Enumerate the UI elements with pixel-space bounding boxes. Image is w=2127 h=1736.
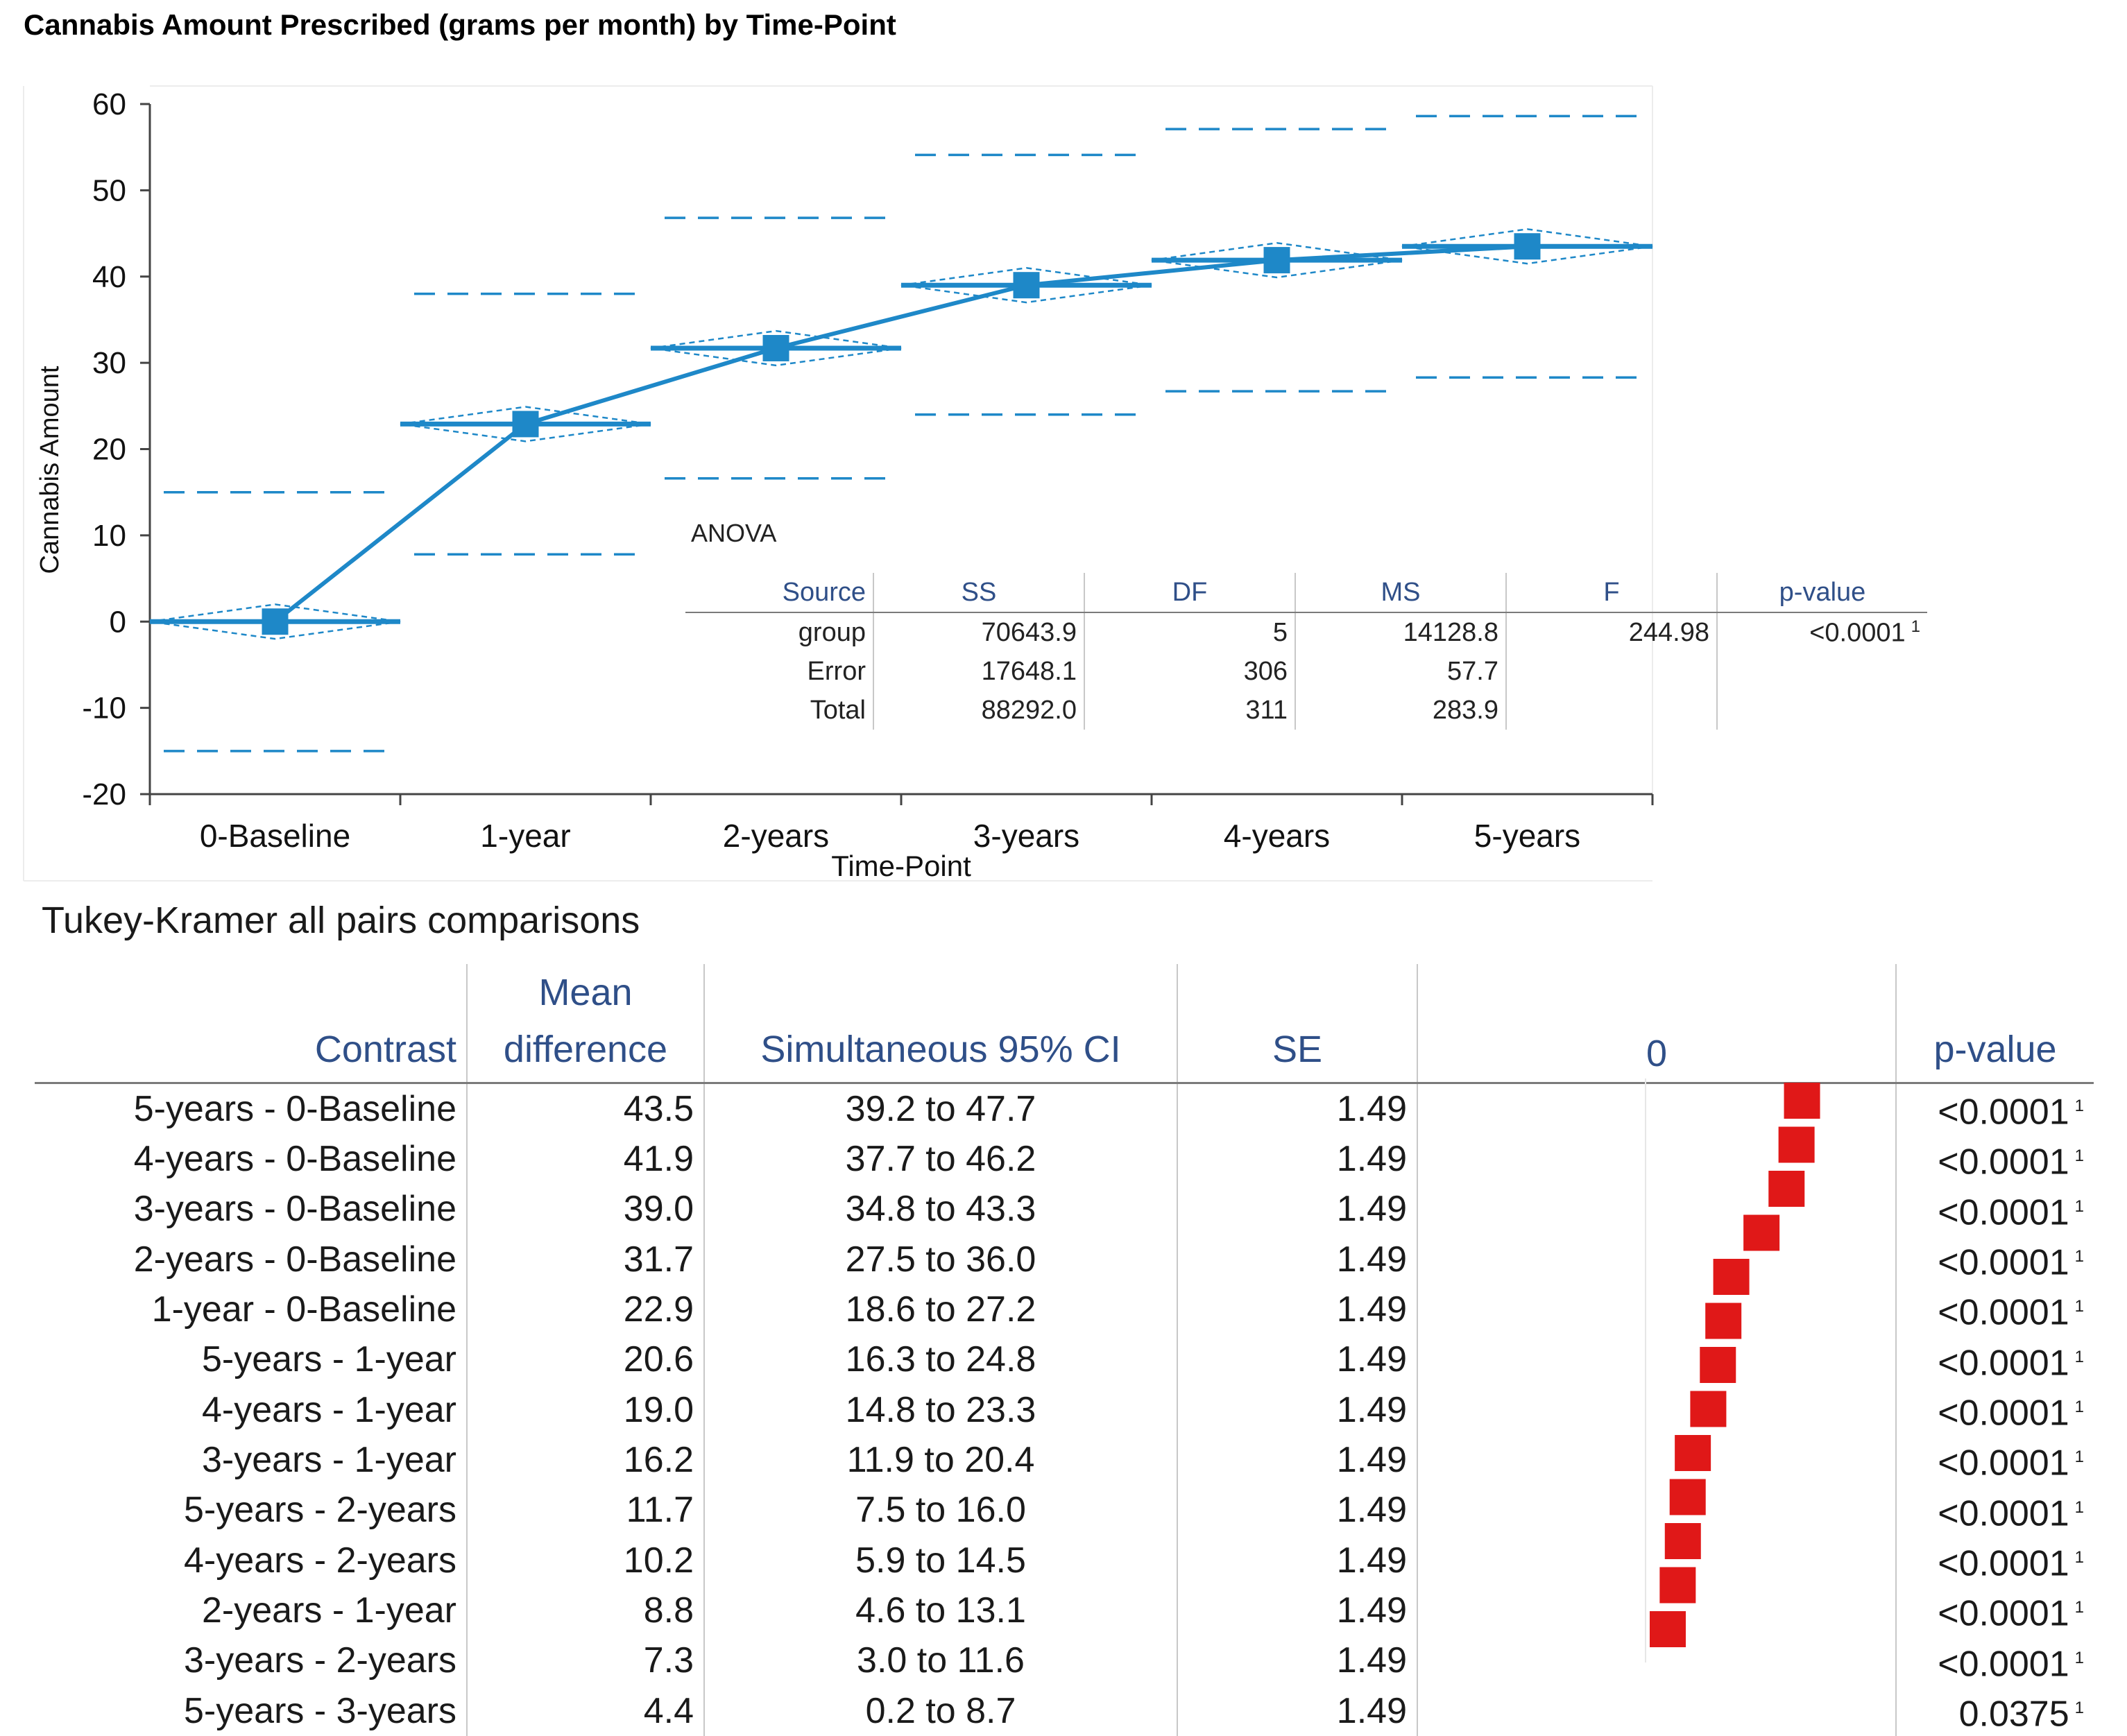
anova-label: ANOVA (691, 519, 776, 548)
tukey-marker-plot (0, 1078, 2127, 1662)
anova-header-ss: SS (873, 573, 1084, 612)
y-tick-label: 50 (92, 173, 126, 207)
anova-header-ms: MS (1295, 573, 1506, 612)
anova-pvalue: <0.0001 1 (1717, 612, 1927, 652)
y-tick-label: -10 (82, 691, 126, 725)
anova-ms: 14128.8 (1295, 612, 1506, 652)
tukey-mean-marker (1650, 1611, 1686, 1647)
y-tick-label: -20 (82, 777, 126, 811)
anova-pvalue-text: <0.0001 (1809, 618, 1905, 647)
x-tick-label: 1-year (480, 818, 570, 854)
anova-source: group (685, 612, 873, 652)
x-tick-label: 3-years (973, 818, 1079, 854)
anova-source: Error (685, 652, 873, 691)
tukey-pvalue-text: 0.0375 (1959, 1694, 2069, 1734)
x-tick-label: 5-years (1474, 818, 1580, 854)
anova-header-df: DF (1084, 573, 1295, 612)
tukey-plot-cell (1417, 1686, 1896, 1736)
tukey-header-zero: 0 (1417, 964, 1896, 1083)
y-tick-label: 60 (92, 87, 126, 121)
tukey-header-ci: Simultaneous 95% CI (704, 964, 1177, 1083)
mean-marker (1014, 272, 1040, 298)
tukey-header-row: Contrast Mean difference Simultaneous 95%… (35, 964, 2094, 1083)
mean-marker (1514, 233, 1541, 259)
x-tick-label: 4-years (1224, 818, 1330, 854)
anova-table: Source SS DF MS F p-value group 70643.9 … (685, 573, 1927, 730)
anova-row: Error 17648.1 306 57.7 (685, 652, 1927, 691)
anova-pvalue (1717, 652, 1927, 691)
x-tick-label: 2-years (723, 818, 829, 854)
tukey-title: Tukey-Kramer all pairs comparisons (42, 899, 640, 942)
y-tick-label: 0 (110, 605, 126, 639)
tukey-header-mean-line1: Mean (538, 972, 632, 1013)
tukey-se: 1.49 (1177, 1686, 1417, 1736)
tukey-header-pvalue: p-value (1896, 964, 2094, 1083)
anova-f (1506, 691, 1717, 730)
tukey-mean-marker (1784, 1083, 1820, 1119)
anova-header-pvalue: p-value (1717, 573, 1927, 612)
tukey-mean-diff: 4.4 (467, 1686, 704, 1736)
anova-ss: 70643.9 (873, 612, 1084, 652)
anova-ss: 88292.0 (873, 691, 1084, 730)
tukey-mean-marker (1779, 1127, 1815, 1163)
tukey-mean-marker (1659, 1567, 1695, 1604)
anova-df: 311 (1084, 691, 1295, 730)
anova-df: 5 (1084, 612, 1295, 652)
x-axis-label: Time-Point (831, 850, 971, 882)
means-plot: -20 -10 0 10 20 30 40 50 60 0-Baseline 1-year 2-yea… (0, 0, 2127, 895)
mean-marker (513, 411, 539, 437)
tukey-footnote-marker: 1 (2075, 1699, 2084, 1717)
tukey-contrast: 5-years - 3-years (35, 1686, 467, 1736)
x-tick-label: 0-Baseline (200, 818, 350, 854)
anova-footnote-marker: 1 (1911, 617, 1920, 636)
y-tick-label: 20 (92, 433, 126, 467)
anova-f: 244.98 (1506, 612, 1717, 652)
anova-ss: 17648.1 (873, 652, 1084, 691)
tukey-header-se: SE (1177, 964, 1417, 1083)
tukey-mean-marker (1768, 1171, 1804, 1207)
mean-marker (1264, 247, 1290, 273)
mean-marker (763, 335, 789, 361)
tukey-mean-marker (1705, 1303, 1741, 1339)
tukey-mean-marker (1675, 1435, 1711, 1471)
mean-marker (262, 608, 289, 635)
anova-header-source: Source (685, 573, 873, 612)
tukey-ci: 0.2 to 8.7 (704, 1686, 1177, 1736)
y-tick-label: 40 (92, 260, 126, 294)
y-axis-label: Cannabis Amount (35, 366, 65, 574)
tukey-header-contrast: Contrast (35, 964, 467, 1083)
anova-df: 306 (1084, 652, 1295, 691)
anova-header-f: F (1506, 573, 1717, 612)
tukey-mean-marker (1690, 1391, 1726, 1427)
anova-ms: 283.9 (1295, 691, 1506, 730)
tukey-header-mean: Mean difference (467, 964, 704, 1083)
tukey-mean-marker (1743, 1215, 1779, 1251)
tukey-mean-marker (1700, 1347, 1736, 1383)
anova-pvalue (1717, 691, 1927, 730)
y-tick-label: 10 (92, 519, 126, 553)
anova-header-row: Source SS DF MS F p-value (685, 573, 1927, 612)
tukey-mean-marker (1665, 1523, 1701, 1559)
means-line (275, 246, 1528, 621)
y-tick-label: 30 (92, 346, 126, 380)
anova-row: group 70643.9 5 14128.8 244.98 <0.0001 1 (685, 612, 1927, 652)
tukey-mean-marker (1714, 1259, 1750, 1295)
anova-ms: 57.7 (1295, 652, 1506, 691)
tukey-pvalue: 0.0375 1 (1896, 1686, 2094, 1736)
anova-f (1506, 652, 1717, 691)
tukey-mean-marker (1670, 1479, 1706, 1515)
tukey-header-mean-line2: difference (504, 1029, 667, 1070)
anova-row: Total 88292.0 311 283.9 (685, 691, 1927, 730)
anova-source: Total (685, 691, 873, 730)
